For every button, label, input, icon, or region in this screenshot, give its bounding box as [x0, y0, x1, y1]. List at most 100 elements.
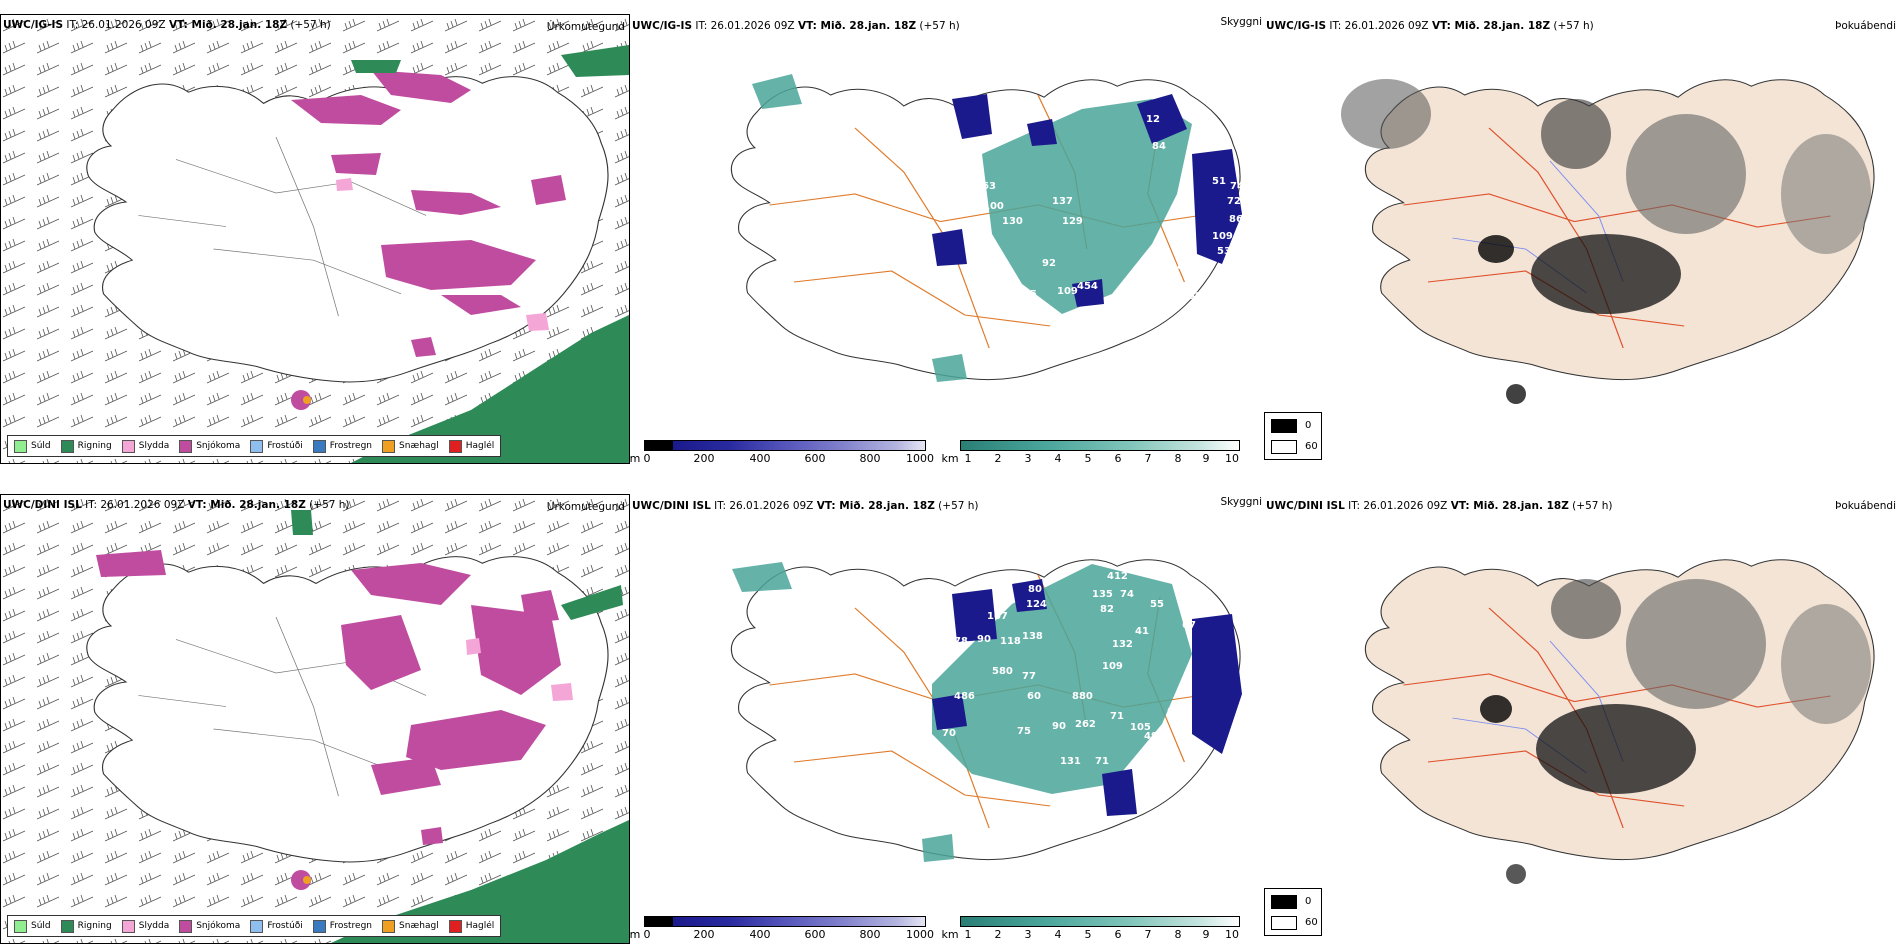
init-time: IT: 26.01.2026 09Z: [85, 499, 185, 511]
visibility-colorbar-bottom: km 1 2 3 4 5 6 7 8 9 10: [941, 916, 1242, 942]
road-network: [769, 94, 1197, 349]
legend-item: Frostúði: [250, 919, 303, 933]
legend-item: Rigning: [60, 439, 112, 453]
fog-legend-top: 0 60: [1264, 412, 1322, 460]
ceiling-label: 27: [934, 386, 948, 397]
precip-type-panel-bottom: UWC/DINI ISL IT: 26.01.2026 09Z VT: Mið.…: [0, 494, 630, 944]
ceiling-colorbar-bottom: m 0 200 400 600 800 1000: [630, 916, 937, 942]
legend-label: Haglél: [465, 441, 495, 451]
colorbar-tick: 1: [964, 452, 972, 465]
legend-label: Frostregn: [329, 441, 373, 451]
ceiling-label: 51: [1212, 176, 1226, 187]
ceiling-label: 75: [1017, 726, 1031, 737]
swatch-freezing-drizzle: [250, 439, 264, 453]
legend-item: Snæhagl: [382, 919, 439, 933]
swatch-freezing-rain: [312, 919, 326, 933]
visibility-map-bottom: 412 135 74 82 55 86 67 41 132 118 90 107…: [730, 559, 1242, 862]
visibility-panel-top: 79 99 91 100 63 130 137 129 92 72 115 10…: [630, 14, 1322, 466]
ceiling-label: 36: [1064, 808, 1078, 819]
fog-legend-max: 60: [1305, 917, 1318, 928]
ceiling-label: 41: [1135, 626, 1149, 637]
colorbar-tick: 200: [693, 928, 715, 941]
row-1: UWC/IG-IS IT: 26.01.2026 09Z VT: Mið. 28…: [0, 0, 1900, 470]
lead-time: (+57 h): [919, 20, 960, 32]
colorbar-tick: 9: [1202, 452, 1210, 465]
ceiling-label: 880: [1072, 691, 1093, 702]
colorbar-tick: 8: [1174, 928, 1182, 941]
model-name: UWC/DINI ISL: [1266, 500, 1345, 512]
colorbar-tick: 5: [1084, 928, 1092, 941]
ceiling-label: 63: [982, 181, 996, 192]
valid-time: VT: Mið. 28.jan. 18Z: [816, 500, 935, 512]
lead-time: (+57 h): [938, 500, 979, 512]
ceiling-label: 74: [1120, 589, 1134, 600]
swatch-sleet: [121, 439, 135, 453]
colorbar-unit: km: [941, 928, 959, 941]
snow-spot: [291, 870, 311, 890]
ceiling-label: 12: [887, 718, 901, 729]
ceiling-dark-areas: [932, 579, 1242, 816]
ceiling-label: 55: [1150, 599, 1164, 610]
snow-areas: [291, 70, 566, 357]
ceiling-label: 580: [992, 666, 1013, 677]
swatch-freezing-drizzle: [250, 919, 264, 933]
snow-pellet-spot: [303, 876, 311, 884]
ceiling-label: 71: [1095, 756, 1109, 767]
terrain-lines: [138, 136, 427, 317]
fog-shading: [1341, 79, 1871, 404]
ceiling-label: 105: [1062, 346, 1083, 357]
ceiling-label: 84: [1168, 281, 1182, 292]
legend-label: Snjókoma: [196, 921, 241, 931]
header-top-visibility: UWC/IG-IS IT: 26.01.2026 09Z VT: Mið. 28…: [632, 20, 960, 33]
ceiling-label: 100: [983, 201, 1004, 212]
fog-shading: [1480, 579, 1871, 884]
precip-legend-top: Súld Rigning Slydda Snjókoma Frostúði Fr…: [7, 435, 502, 457]
colorbar-tick: 200: [693, 452, 715, 465]
ceiling-label: 109: [1212, 231, 1233, 242]
rain-areas: [291, 510, 629, 943]
ceiling-label: 86: [1182, 606, 1196, 617]
legend-label: Slydda: [138, 441, 170, 451]
ceiling-label: 71: [1110, 711, 1124, 722]
init-time: IT: 26.01.2026 09Z: [1329, 20, 1429, 32]
sleet-areas: [336, 178, 549, 331]
ceiling-label: 72: [1227, 196, 1241, 207]
fog-panel-top: UWC/IG-IS IT: 26.01.2026 09Z VT: Mið. 28…: [1266, 14, 1900, 464]
colorbar-tick: 7: [1144, 452, 1152, 465]
legend-item: Frostúði: [250, 439, 303, 453]
colorbar-tick: 2: [994, 928, 1002, 941]
colorbar-tick: 9: [1202, 928, 1210, 941]
sleet-areas: [466, 638, 573, 701]
ceiling-label: 486: [954, 691, 975, 702]
ceiling-label: 129: [1062, 216, 1083, 227]
legend-item: Haglél: [448, 919, 495, 933]
ceiling-label: 84: [1152, 141, 1166, 152]
init-time: IT: 26.01.2026 09Z: [66, 19, 166, 31]
legend-item: Rigning: [60, 919, 112, 933]
title-fog: Þokuábendi: [1835, 20, 1896, 32]
colorbar-tick: 400: [749, 928, 771, 941]
visibility-panel-bottom: 412 135 74 82 55 86 67 41 132 118 90 107…: [630, 494, 1322, 944]
colorbar-tick: 5: [1084, 452, 1092, 465]
colorbar-tick: 4: [1054, 928, 1062, 941]
legend-item: Slydda: [121, 439, 170, 453]
ceiling-colorbar-gradient: [644, 440, 926, 451]
ceiling-label: 107: [987, 611, 1008, 622]
legend-label: Haglél: [465, 921, 495, 931]
legend-item: Súld: [14, 439, 51, 453]
colorbar-tick: 4: [1054, 452, 1062, 465]
legend-label: Frostúði: [267, 921, 303, 931]
ceiling-colorbar-gradient: [644, 916, 926, 927]
ceiling-label: 67: [1182, 620, 1196, 631]
legend-label: Súld: [31, 441, 51, 451]
swatch-snow: [179, 919, 193, 933]
swatch-rain: [60, 439, 74, 453]
ceiling-colorbar-top: m 0 200 400 600 800 1000: [630, 440, 937, 466]
colorbar-tick: 0: [643, 928, 651, 941]
colorbar-tick: 1000: [906, 452, 934, 465]
visibility-map-top: 79 99 91 100 63 130 137 129 92 72 115 10…: [730, 74, 1244, 397]
swatch-freezing-rain: [312, 439, 326, 453]
colorbar-tick: 1000: [906, 928, 934, 941]
valid-time: VT: Mið. 28.jan. 18Z: [1450, 500, 1569, 512]
colorbar-tick: 6: [1114, 928, 1122, 941]
